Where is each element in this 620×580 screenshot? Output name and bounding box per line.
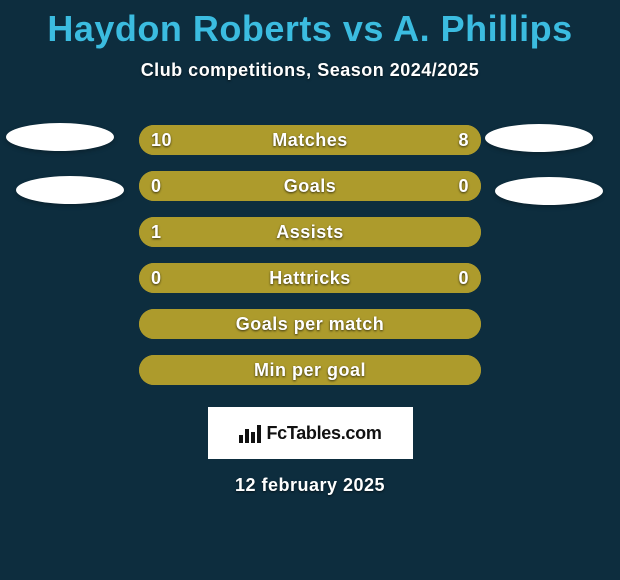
stat-rows: Matches108Goals00Assists1Hattricks00Goal… [0,117,620,393]
stat-bar-right [310,263,481,293]
brand-text: FcTables.com [266,423,381,444]
stat-row: Min per goal [0,347,620,393]
stat-bar-track [139,355,481,385]
stat-value-left: 1 [151,222,162,243]
brand-badge: FcTables.com [208,407,413,459]
stat-bar-track [139,309,481,339]
stat-row: Hattricks00 [0,255,620,301]
stat-value-left: 10 [151,130,172,151]
stat-bar-track [139,171,481,201]
stat-bar-right [310,171,481,201]
comparison-card: Haydon Roberts vs A. Phillips Club compe… [0,0,620,580]
stat-row: Matches108 [0,117,620,163]
stat-value-left: 0 [151,268,162,289]
page-title: Haydon Roberts vs A. Phillips [0,0,620,50]
stat-bar-left [139,171,310,201]
stat-row: Goals00 [0,163,620,209]
date-text: 12 february 2025 [0,475,620,496]
stat-row: Assists1 [0,209,620,255]
stat-row: Goals per match [0,301,620,347]
stat-bar-left [139,355,481,385]
stat-bar-left [139,217,481,247]
stat-bar-track [139,125,481,155]
stat-bar-left [139,309,481,339]
subtitle: Club competitions, Season 2024/2025 [0,60,620,81]
brand-bars-icon [238,423,262,443]
stat-value-left: 0 [151,176,162,197]
stat-bar-track [139,263,481,293]
stat-value-right: 8 [458,130,469,151]
stat-value-right: 0 [458,176,469,197]
stat-value-right: 0 [458,268,469,289]
stat-bar-left [139,263,310,293]
stat-bar-track [139,217,481,247]
